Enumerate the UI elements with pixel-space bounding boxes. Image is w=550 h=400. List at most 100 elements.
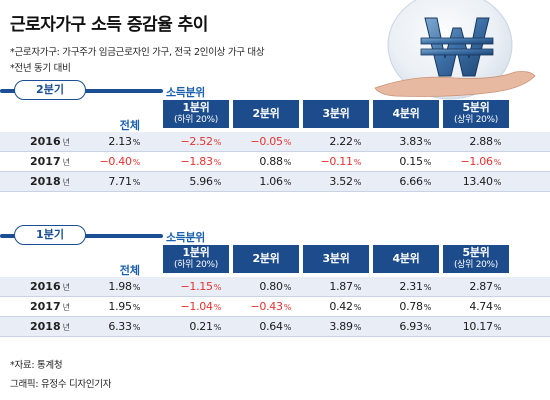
percent-unit: % <box>132 323 141 332</box>
note-comparison: *전년 동기 대비 <box>10 63 71 74</box>
row-divider <box>0 336 550 337</box>
percent-unit: % <box>353 303 362 312</box>
year-value: 2017 <box>30 155 61 168</box>
quintile-cell: 0.78% <box>373 300 431 314</box>
percent-unit: % <box>493 138 502 147</box>
year-value: 2016 <box>30 280 61 293</box>
percent-unit: % <box>493 178 502 187</box>
row-divider <box>0 171 550 172</box>
quintile-cell-value: 0.64 <box>259 320 283 333</box>
won-sign-icon <box>420 17 494 77</box>
quintile-header-label: 2분위 <box>252 252 280 265</box>
table-row: 2017 년 −0.40% −1.83% 0.88% −0.11% 0.15% −1.06% <box>0 152 550 172</box>
total-cell: 1.95% <box>85 300 140 314</box>
percent-unit: % <box>423 158 432 167</box>
quintile-header-label: 2분위 <box>252 107 280 120</box>
quintile-cell: 3.52% <box>303 175 361 189</box>
quintile-cell: 0.64% <box>233 320 291 334</box>
row-divider <box>0 316 550 317</box>
quarter-badge: 1분기 <box>14 225 86 245</box>
percent-unit: % <box>283 323 292 332</box>
year-label: 2018 년 <box>30 320 70 333</box>
percent-unit: % <box>493 158 502 167</box>
percent-unit: % <box>213 138 222 147</box>
percent-unit: % <box>132 158 141 167</box>
table-row: 2016 년 1.98% −1.15% 0.80% 1.87% 2.31% 2.87% <box>0 277 550 297</box>
income-quintile-label: 소득분위 <box>166 86 205 99</box>
year-label: 2016 년 <box>30 280 70 293</box>
income-quintile-label: 소득분위 <box>166 231 205 244</box>
quintile-cell-value: 2.31 <box>399 280 423 293</box>
quintile-cell-value: 0.42 <box>329 300 353 313</box>
percent-unit: % <box>353 138 362 147</box>
total-cell-value: 1.98 <box>108 280 132 293</box>
quintile-cell-value: −0.05 <box>250 135 283 148</box>
percent-unit: % <box>493 283 502 292</box>
percent-unit: % <box>213 178 222 187</box>
quintile-cell-value: 2.22 <box>329 135 353 148</box>
quintile-header-sub: (상위 20%) <box>453 260 499 270</box>
total-cell-value: −0.40 <box>99 155 132 168</box>
total-cell: 6.33% <box>85 320 140 334</box>
quintile-header-4: 4분위 <box>373 100 439 128</box>
year-unit: 년 <box>62 303 70 312</box>
percent-unit: % <box>423 303 432 312</box>
total-cell-value: 6.33 <box>108 320 132 333</box>
year-unit: 년 <box>62 158 70 167</box>
percent-unit: % <box>423 323 432 332</box>
quintile-cell-value: 0.78 <box>399 300 423 313</box>
percent-unit: % <box>132 178 141 187</box>
quintile-cell-value: −0.43 <box>250 300 283 313</box>
quintile-cell: −0.05% <box>233 135 291 149</box>
quintile-cell: 3.89% <box>303 320 361 334</box>
quintile-cell-value: 2.88 <box>469 135 493 148</box>
percent-unit: % <box>283 303 292 312</box>
quintile-cell: 5.96% <box>163 175 221 189</box>
quintile-cell-value: 10.17 <box>462 320 493 333</box>
quintile-header-label: 3분위 <box>322 107 350 120</box>
quintile-cell-value: 1.87 <box>329 280 353 293</box>
quintile-header-sub: (하위 20%) <box>173 260 219 270</box>
quintile-header-sub: (상위 20%) <box>453 115 499 125</box>
total-cell: −0.40% <box>85 155 140 169</box>
quintile-cell: 0.21% <box>163 320 221 334</box>
quintile-cell: −0.11% <box>303 155 361 169</box>
quintile-header-label: 5분위 <box>462 246 490 259</box>
percent-unit: % <box>132 303 141 312</box>
total-column-header: 전체 <box>119 119 140 132</box>
quintile-cell: 1.06% <box>233 175 291 189</box>
year-value: 2017 <box>30 300 61 313</box>
total-column-header: 전체 <box>119 264 140 277</box>
source-note: *자료: 통계청 <box>10 360 63 371</box>
quintile-cell-value: 3.83 <box>399 135 423 148</box>
table-row: 2018 년 6.33% 0.21% 0.64% 3.89% 6.93% 10.17% <box>0 317 550 337</box>
percent-unit: % <box>283 283 292 292</box>
percent-unit: % <box>283 178 292 187</box>
quintile-cell-value: −1.15 <box>180 280 213 293</box>
row-divider <box>0 151 550 152</box>
quintile-cell: −1.83% <box>163 155 221 169</box>
quintile-cell-value: 6.93 <box>399 320 423 333</box>
quintile-cell-value: −1.04 <box>180 300 213 313</box>
year-value: 2016 <box>30 135 61 148</box>
percent-unit: % <box>213 303 222 312</box>
percent-unit: % <box>353 178 362 187</box>
percent-unit: % <box>423 178 432 187</box>
year-label: 2018 년 <box>30 175 70 188</box>
percent-unit: % <box>283 138 292 147</box>
quintile-cell-value: 0.80 <box>259 280 283 293</box>
quintile-cell: 0.42% <box>303 300 361 314</box>
percent-unit: % <box>353 283 362 292</box>
page-title: 근로자가구 소득 증감율 추이 <box>10 15 208 35</box>
quintile-header-5: 5분위 (상위 20%) <box>443 100 509 128</box>
quintile-cell: 6.93% <box>373 320 431 334</box>
quintile-header-sub: (하위 20%) <box>173 115 219 125</box>
quintile-cell-value: 5.96 <box>189 175 213 188</box>
quintile-cell: 0.15% <box>373 155 431 169</box>
quintile-cell: 0.88% <box>233 155 291 169</box>
percent-unit: % <box>493 303 502 312</box>
percent-unit: % <box>213 283 222 292</box>
total-cell-value: 1.95 <box>108 300 132 313</box>
quintile-header-label: 4분위 <box>392 252 420 265</box>
quintile-cell: 0.80% <box>233 280 291 294</box>
